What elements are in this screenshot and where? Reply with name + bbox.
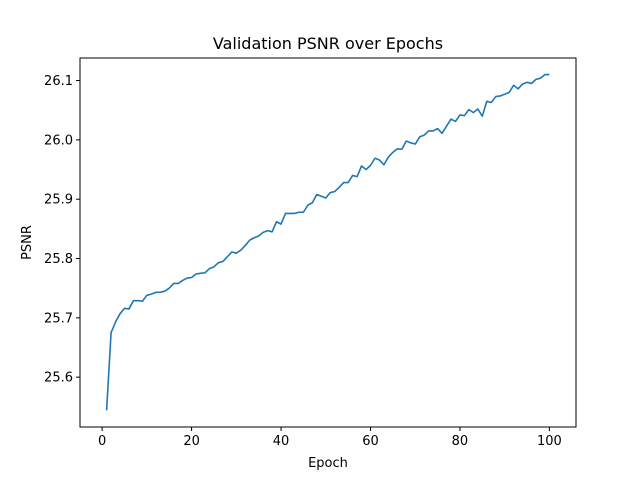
y-tick-label: 26.1	[44, 74, 73, 89]
y-tick-label: 25.8	[44, 252, 73, 267]
x-tick-label: 80	[452, 434, 469, 449]
y-tick-label: 26.0	[44, 133, 73, 148]
y-tick-label: 25.6	[44, 371, 73, 386]
plot-frame	[79, 57, 577, 428]
series-line	[105, 73, 550, 411]
x-tick-label: 40	[273, 434, 290, 449]
x-tick-label: 100	[537, 434, 562, 449]
y-tick-label: 25.9	[44, 193, 73, 208]
x-axis-label: Epoch	[308, 456, 348, 471]
x-tick-label: 0	[98, 434, 106, 449]
x-axis: 0 20 40 60 80 100	[98, 427, 562, 449]
x-tick-label: 60	[362, 434, 379, 449]
x-tick-label: 20	[183, 434, 200, 449]
y-axis: 25.6 25.7 25.8 25.9 26.0 26.1	[44, 74, 80, 386]
y-tick-label: 25.7	[44, 311, 73, 326]
chart-title: Validation PSNR over Epochs	[213, 34, 443, 53]
y-axis-label: PSNR	[20, 225, 35, 260]
